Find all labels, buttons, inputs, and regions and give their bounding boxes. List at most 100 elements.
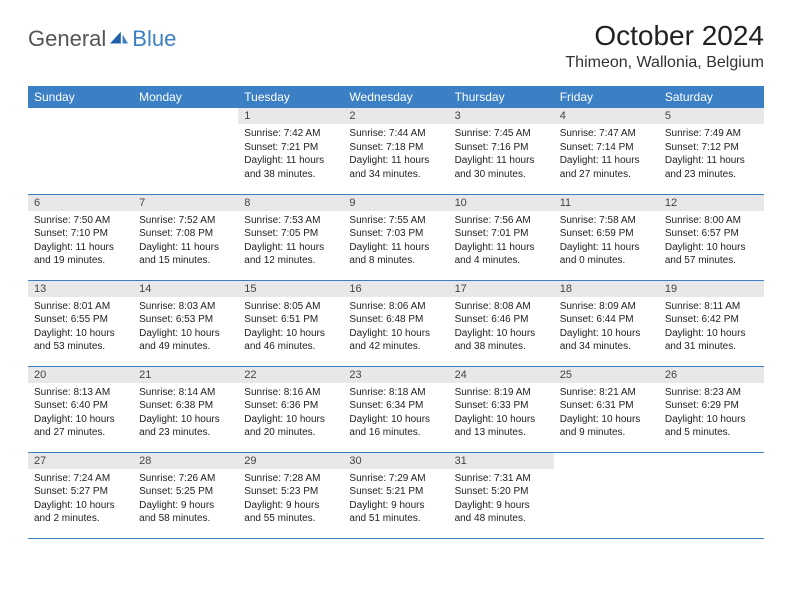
day-number: 12 (659, 195, 764, 211)
daylight-text: Daylight: 11 hours and 4 minutes. (455, 241, 548, 268)
calendar-day-cell: 1Sunrise: 7:42 AMSunset: 7:21 PMDaylight… (238, 108, 343, 194)
day-details: Sunrise: 8:19 AMSunset: 6:33 PMDaylight:… (449, 383, 554, 444)
daylight-text: Daylight: 10 hours and 20 minutes. (244, 413, 337, 440)
sunset-text: Sunset: 5:21 PM (349, 485, 442, 499)
day-details: Sunrise: 8:05 AMSunset: 6:51 PMDaylight:… (238, 297, 343, 358)
day-number: 15 (238, 281, 343, 297)
daylight-text: Daylight: 11 hours and 38 minutes. (244, 154, 337, 181)
calendar-day-cell: 23Sunrise: 8:18 AMSunset: 6:34 PMDayligh… (343, 366, 448, 452)
daylight-text: Daylight: 10 hours and 23 minutes. (139, 413, 232, 440)
sunrise-text: Sunrise: 7:58 AM (560, 214, 653, 228)
day-details: Sunrise: 8:14 AMSunset: 6:38 PMDaylight:… (133, 383, 238, 444)
sunset-text: Sunset: 7:12 PM (665, 141, 758, 155)
daylight-text: Daylight: 9 hours and 51 minutes. (349, 499, 442, 526)
sunset-text: Sunset: 6:38 PM (139, 399, 232, 413)
sunset-text: Sunset: 7:18 PM (349, 141, 442, 155)
location: Thimeon, Wallonia, Belgium (565, 54, 764, 72)
day-details: Sunrise: 7:56 AMSunset: 7:01 PMDaylight:… (449, 211, 554, 272)
daylight-text: Daylight: 10 hours and 27 minutes. (34, 413, 127, 440)
day-number: 27 (28, 453, 133, 469)
calendar-day-cell: 27Sunrise: 7:24 AMSunset: 5:27 PMDayligh… (28, 452, 133, 538)
calendar-day-cell: 24Sunrise: 8:19 AMSunset: 6:33 PMDayligh… (449, 366, 554, 452)
calendar-day-cell: 31Sunrise: 7:31 AMSunset: 5:20 PMDayligh… (449, 452, 554, 538)
sunset-text: Sunset: 6:34 PM (349, 399, 442, 413)
day-number: 30 (343, 453, 448, 469)
sunrise-text: Sunrise: 7:42 AM (244, 127, 337, 141)
sunset-text: Sunset: 6:48 PM (349, 313, 442, 327)
calendar-day-cell: 10Sunrise: 7:56 AMSunset: 7:01 PMDayligh… (449, 194, 554, 280)
sunrise-text: Sunrise: 7:52 AM (139, 214, 232, 228)
sunrise-text: Sunrise: 8:16 AM (244, 386, 337, 400)
sunset-text: Sunset: 7:21 PM (244, 141, 337, 155)
sunset-text: Sunset: 6:29 PM (665, 399, 758, 413)
sunrise-text: Sunrise: 7:31 AM (455, 472, 548, 486)
daylight-text: Daylight: 11 hours and 34 minutes. (349, 154, 442, 181)
weekday-header: Tuesday (238, 86, 343, 108)
day-details: Sunrise: 7:31 AMSunset: 5:20 PMDaylight:… (449, 469, 554, 530)
calendar-day-cell: .. (133, 108, 238, 194)
weekday-header: Thursday (449, 86, 554, 108)
logo-sail-icon (108, 30, 130, 48)
calendar-day-cell: 18Sunrise: 8:09 AMSunset: 6:44 PMDayligh… (554, 280, 659, 366)
day-details: Sunrise: 8:08 AMSunset: 6:46 PMDaylight:… (449, 297, 554, 358)
sunset-text: Sunset: 7:14 PM (560, 141, 653, 155)
day-number: 11 (554, 195, 659, 211)
daylight-text: Daylight: 11 hours and 8 minutes. (349, 241, 442, 268)
day-number: 1 (238, 108, 343, 124)
daylight-text: Daylight: 10 hours and 38 minutes. (455, 327, 548, 354)
calendar-day-cell: 4Sunrise: 7:47 AMSunset: 7:14 PMDaylight… (554, 108, 659, 194)
calendar-day-cell: 7Sunrise: 7:52 AMSunset: 7:08 PMDaylight… (133, 194, 238, 280)
daylight-text: Daylight: 10 hours and 53 minutes. (34, 327, 127, 354)
calendar-day-cell: 6Sunrise: 7:50 AMSunset: 7:10 PMDaylight… (28, 194, 133, 280)
calendar-day-cell: 28Sunrise: 7:26 AMSunset: 5:25 PMDayligh… (133, 452, 238, 538)
sunrise-text: Sunrise: 8:18 AM (349, 386, 442, 400)
day-number: 5 (659, 108, 764, 124)
title-block: October 2024 Thimeon, Wallonia, Belgium (565, 20, 764, 72)
calendar-body: ....1Sunrise: 7:42 AMSunset: 7:21 PMDayl… (28, 108, 764, 538)
day-number: 13 (28, 281, 133, 297)
sunrise-text: Sunrise: 8:13 AM (34, 386, 127, 400)
calendar-day-cell: 30Sunrise: 7:29 AMSunset: 5:21 PMDayligh… (343, 452, 448, 538)
calendar-week-row: ....1Sunrise: 7:42 AMSunset: 7:21 PMDayl… (28, 108, 764, 194)
day-details: Sunrise: 7:52 AMSunset: 7:08 PMDaylight:… (133, 211, 238, 272)
sunset-text: Sunset: 7:03 PM (349, 227, 442, 241)
sunset-text: Sunset: 6:55 PM (34, 313, 127, 327)
daylight-text: Daylight: 10 hours and 9 minutes. (560, 413, 653, 440)
calendar-week-row: 6Sunrise: 7:50 AMSunset: 7:10 PMDaylight… (28, 194, 764, 280)
calendar-day-cell: 21Sunrise: 8:14 AMSunset: 6:38 PMDayligh… (133, 366, 238, 452)
calendar-day-cell: 3Sunrise: 7:45 AMSunset: 7:16 PMDaylight… (449, 108, 554, 194)
day-details: Sunrise: 7:44 AMSunset: 7:18 PMDaylight:… (343, 124, 448, 185)
sunrise-text: Sunrise: 7:45 AM (455, 127, 548, 141)
day-details: Sunrise: 7:42 AMSunset: 7:21 PMDaylight:… (238, 124, 343, 185)
daylight-text: Daylight: 11 hours and 15 minutes. (139, 241, 232, 268)
day-number: 10 (449, 195, 554, 211)
calendar-day-cell: 19Sunrise: 8:11 AMSunset: 6:42 PMDayligh… (659, 280, 764, 366)
calendar-day-cell: 9Sunrise: 7:55 AMSunset: 7:03 PMDaylight… (343, 194, 448, 280)
day-number: 2 (343, 108, 448, 124)
calendar-day-cell: 12Sunrise: 8:00 AMSunset: 6:57 PMDayligh… (659, 194, 764, 280)
sunset-text: Sunset: 6:40 PM (34, 399, 127, 413)
sunset-text: Sunset: 5:27 PM (34, 485, 127, 499)
sunrise-text: Sunrise: 8:05 AM (244, 300, 337, 314)
calendar-day-cell: 29Sunrise: 7:28 AMSunset: 5:23 PMDayligh… (238, 452, 343, 538)
day-number: 20 (28, 367, 133, 383)
sunset-text: Sunset: 7:08 PM (139, 227, 232, 241)
weekday-header: Saturday (659, 86, 764, 108)
weekday-header-row: SundayMondayTuesdayWednesdayThursdayFrid… (28, 86, 764, 108)
day-details: Sunrise: 8:06 AMSunset: 6:48 PMDaylight:… (343, 297, 448, 358)
sunrise-text: Sunrise: 7:28 AM (244, 472, 337, 486)
calendar-week-row: 13Sunrise: 8:01 AMSunset: 6:55 PMDayligh… (28, 280, 764, 366)
sunset-text: Sunset: 5:23 PM (244, 485, 337, 499)
day-number: 19 (659, 281, 764, 297)
sunrise-text: Sunrise: 7:47 AM (560, 127, 653, 141)
day-details: Sunrise: 7:53 AMSunset: 7:05 PMDaylight:… (238, 211, 343, 272)
daylight-text: Daylight: 10 hours and 31 minutes. (665, 327, 758, 354)
weekday-header: Monday (133, 86, 238, 108)
month-title: October 2024 (565, 20, 764, 52)
calendar-day-cell: 16Sunrise: 8:06 AMSunset: 6:48 PMDayligh… (343, 280, 448, 366)
sunset-text: Sunset: 7:01 PM (455, 227, 548, 241)
sunset-text: Sunset: 5:25 PM (139, 485, 232, 499)
daylight-text: Daylight: 11 hours and 23 minutes. (665, 154, 758, 181)
calendar-day-cell: 2Sunrise: 7:44 AMSunset: 7:18 PMDaylight… (343, 108, 448, 194)
weekday-header: Sunday (28, 86, 133, 108)
